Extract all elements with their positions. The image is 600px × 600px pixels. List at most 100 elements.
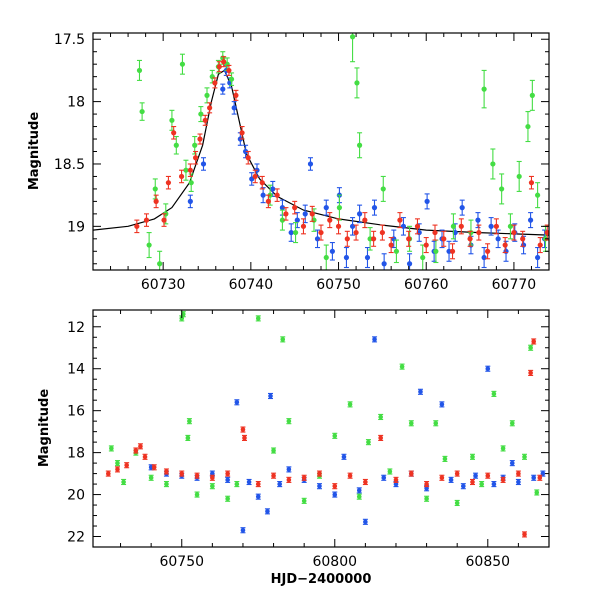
bottom-series-1: [108, 311, 540, 507]
top-data-point: [329, 248, 335, 254]
top-data-point: [245, 155, 251, 161]
top-data-point: [274, 192, 280, 198]
top-data-point: [344, 236, 350, 242]
bottom-y-axis-label: Magnitude: [37, 389, 52, 468]
top-data-point: [335, 223, 342, 229]
top-data-point: [228, 76, 235, 82]
top-data-point: [356, 142, 363, 148]
bottom-data-point: [242, 435, 247, 441]
bottom-data-point: [378, 435, 383, 441]
top-data-point: [202, 117, 208, 123]
bottom-data-point: [332, 492, 338, 497]
top-data-point: [535, 254, 541, 261]
bottom-data-point: [461, 483, 466, 489]
top-data-point: [204, 92, 210, 98]
top-data-point: [260, 192, 266, 198]
top-data-point: [309, 211, 315, 217]
top-data-point: [187, 198, 193, 204]
top-series-2: [134, 56, 549, 260]
top-data-point: [252, 173, 258, 180]
bottom-data-point: [332, 433, 338, 439]
bottom-data-point: [115, 460, 120, 466]
top-model-curve: [93, 69, 549, 236]
bottom-data-point: [516, 479, 521, 485]
bottom-data-point: [255, 316, 261, 321]
top-data-point: [307, 161, 314, 167]
top-data-point: [198, 111, 204, 117]
top-data-point: [476, 229, 482, 236]
bottom-data-point: [255, 481, 261, 487]
bottom-data-point: [516, 471, 521, 476]
bottom-data-point: [347, 473, 353, 478]
top-data-point: [216, 64, 222, 70]
top-data-point: [134, 223, 140, 229]
bottom-data-point: [485, 473, 491, 478]
bottom-data-point: [500, 477, 506, 483]
bottom-data-point: [347, 402, 353, 407]
top-y-tick-label: 18: [67, 95, 85, 111]
top-data-point: [292, 205, 298, 211]
bottom-data-point: [148, 475, 154, 481]
top-data-point: [511, 229, 517, 236]
bottom-y-tick-label: 12: [67, 320, 85, 336]
top-data-point: [226, 67, 232, 74]
top-data-point: [488, 223, 494, 229]
bottom-data-point: [531, 475, 536, 481]
top-y-tick-label: 18.5: [54, 157, 85, 173]
bottom-data-point: [408, 471, 414, 476]
top-data-point: [171, 130, 177, 136]
bottom-series-2: [105, 338, 543, 538]
bottom-data-point: [439, 475, 445, 481]
top-data-point: [161, 217, 167, 223]
top-data-point: [432, 229, 438, 236]
top-data-point: [528, 180, 535, 186]
bottom-data-point: [187, 418, 192, 424]
top-data-point: [433, 248, 439, 254]
top-data-point: [207, 105, 213, 111]
bottom-data-point: [439, 402, 445, 407]
top-y-axis-label: Magnitude: [27, 112, 42, 191]
top-data-point: [481, 86, 487, 92]
bottom-data-point: [255, 494, 261, 499]
top-data-point: [406, 236, 412, 242]
bottom-data-point: [534, 490, 540, 495]
top-data-point: [288, 229, 294, 236]
top-data-point: [379, 229, 385, 236]
top-plot-area: [93, 33, 549, 270]
top-data-point: [209, 74, 215, 80]
bottom-data-point: [301, 475, 307, 481]
bottom-data-point: [194, 492, 200, 497]
bottom-data-point: [491, 391, 497, 397]
bottom-data-point: [393, 477, 399, 483]
bottom-x-axis-label: HJD−2400000: [271, 572, 372, 587]
top-data-point: [525, 123, 531, 130]
top-data-point: [493, 223, 499, 229]
top-data-point: [371, 236, 377, 242]
top-data-point: [212, 80, 218, 86]
bottom-data-point: [372, 337, 377, 342]
top-data-point: [468, 229, 474, 236]
top-data-point: [529, 92, 535, 98]
bottom-data-point: [418, 389, 423, 395]
top-data-point: [424, 198, 430, 204]
bottom-data-point: [234, 481, 240, 487]
bottom-data-point: [271, 473, 276, 478]
bottom-series-0: [148, 336, 546, 534]
top-data-point: [516, 173, 522, 180]
bottom-data-point: [240, 527, 246, 533]
top-data-point: [336, 205, 343, 211]
bottom-y-tick-label: 14: [67, 362, 85, 378]
top-data-point: [327, 217, 333, 223]
top-data-point: [259, 180, 265, 186]
bottom-data-point: [121, 479, 126, 485]
top-data-point: [242, 148, 249, 155]
bottom-data-point: [424, 496, 429, 502]
bottom-data-point: [448, 477, 454, 483]
bottom-data-point: [301, 498, 307, 504]
top-x-tick-label: 60760: [404, 277, 449, 293]
top-data-point: [520, 242, 527, 248]
bottom-data-point: [454, 500, 460, 506]
top-data-point: [270, 186, 276, 192]
bottom-data-point: [356, 494, 362, 499]
top-data-point: [169, 117, 175, 123]
